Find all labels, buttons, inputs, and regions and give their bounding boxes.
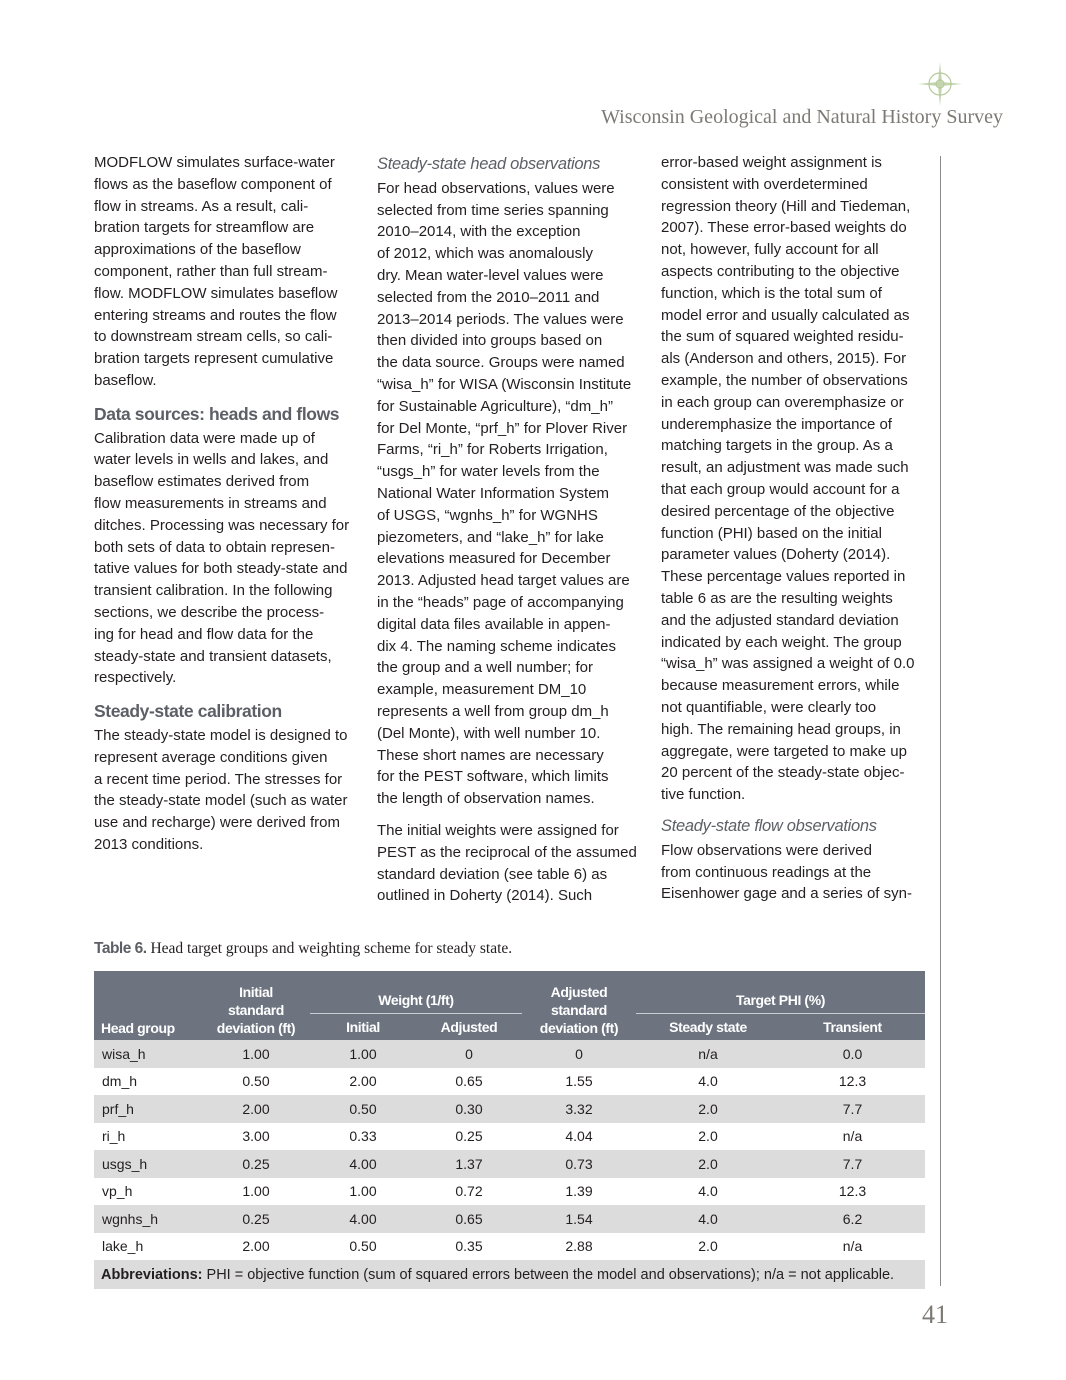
table-cell: 2.88 — [565, 1238, 593, 1255]
table-cell: prf_h — [94, 1095, 202, 1123]
paragraph: error-based weight assignment is consist… — [661, 154, 915, 804]
footnote-text: PHI = objective function (sum of squared… — [202, 1266, 895, 1283]
compass-logo-icon — [918, 62, 962, 106]
table-cell: ri_h — [102, 1128, 126, 1145]
table-cell: 0.30 — [416, 1095, 522, 1123]
table-cell: 0.0 — [780, 1040, 925, 1068]
col-weight-adjusted: Adjusted — [416, 1013, 522, 1040]
table-cell: 1.00 — [349, 1183, 377, 1200]
table-cell: n/a — [842, 1128, 863, 1145]
table-cell: 0.33 — [349, 1128, 377, 1145]
col-initial-sd: Initial standard deviation (ft) — [202, 971, 310, 1040]
table-caption-text: Head target groups and weighting scheme … — [146, 940, 513, 957]
table-cell: 2.0 — [636, 1095, 780, 1123]
head-target-table: Head group Initial standard deviation (f… — [94, 971, 925, 1289]
table-cell: 0.25 — [202, 1205, 310, 1233]
table-row: lake_h 2.00 0.50 0.35 2.88 2.0 n/a — [94, 1233, 925, 1261]
column-1: MODFLOW simulates surface-water flows as… — [94, 152, 362, 866]
table-cell: 0.72 — [455, 1183, 483, 1200]
col-weight: Weight (1/ft) — [310, 971, 522, 1014]
col-weight-initial: Initial — [310, 1013, 416, 1040]
table-cell: 12.3 — [838, 1183, 867, 1200]
page-number: 41 — [922, 1300, 948, 1329]
table-cell: 0.65 — [455, 1073, 483, 1090]
table-row: usgs_h 0.25 4.00 1.37 0.73 2.0 7.7 — [94, 1150, 925, 1178]
table-cell: dm_h — [102, 1073, 138, 1090]
table-cell: 2.0 — [698, 1128, 718, 1145]
table-cell: 4.0 — [636, 1205, 780, 1233]
paragraph: The initial weights were assigned for PE… — [377, 821, 637, 905]
table-cell: 1.00 — [202, 1040, 310, 1068]
table-cell: 0.50 — [242, 1073, 270, 1090]
column-2: Steady-state head observations For head … — [377, 154, 645, 917]
table-row: ri_h 3.00 0.33 0.25 4.04 2.0 n/a — [94, 1123, 925, 1151]
col-target-phi: Target PHI (%) — [636, 971, 925, 1014]
table-cell: 1.37 — [416, 1150, 522, 1178]
table-cell: vp_h — [102, 1183, 133, 1200]
column-3: error-based weight assignment is consist… — [661, 152, 929, 915]
table-cell: 0 — [416, 1040, 522, 1068]
table-row: wisa_h 1.00 1.00 0 0 n/a 0.0 — [94, 1040, 925, 1068]
publisher-header: Wisconsin Geological and Natural History… — [601, 106, 1003, 128]
paragraph: The steady-state model is designed to re… — [94, 726, 348, 853]
table-cell: 0.25 — [455, 1128, 483, 1145]
table-cell: 2.00 — [349, 1073, 377, 1090]
table-cell: n/a — [636, 1040, 780, 1068]
subsection-heading: Steady-state flow observations — [661, 816, 877, 835]
table-cell: 2.0 — [698, 1238, 718, 1255]
table-cell: n/a — [842, 1238, 863, 1255]
table-cell: 1.00 — [310, 1040, 416, 1068]
subsection-heading: Steady-state head observations — [377, 155, 601, 173]
table-cell: 7.7 — [780, 1095, 925, 1123]
table-cell: 4.0 — [698, 1183, 718, 1200]
table-cell: 0.50 — [349, 1238, 377, 1255]
table-cell: 3.00 — [242, 1128, 270, 1145]
table-cell: 0.73 — [522, 1150, 636, 1178]
table-cell: 1.00 — [242, 1183, 270, 1200]
footnote-label: Abbreviations: — [101, 1266, 203, 1283]
section-heading: Data sources: heads and flows — [94, 403, 340, 424]
col-transient: Transient — [780, 1013, 925, 1040]
col-head-group: Head group — [94, 971, 202, 1040]
table-caption: Table 6. Head target groups and weightin… — [94, 940, 512, 958]
table-cell: 0.65 — [416, 1205, 522, 1233]
table-cell: 0.35 — [455, 1238, 483, 1255]
margin-rule — [940, 156, 941, 1286]
paragraph: For head observations, values were selec… — [377, 179, 632, 808]
table-row: prf_h 2.00 0.50 0.30 3.32 2.0 7.7 — [94, 1095, 925, 1123]
table-cell: 2.0 — [636, 1150, 780, 1178]
table-row: dm_h 0.50 2.00 0.65 1.55 4.0 12.3 — [94, 1068, 925, 1096]
table-cell: 2.00 — [242, 1238, 270, 1255]
table-footnote: Abbreviations: PHI = objective function … — [94, 1260, 925, 1289]
paragraph: Flow observations were derived from cont… — [661, 841, 912, 903]
table-row: wgnhs_h 0.25 4.00 0.65 1.54 4.0 6.2 — [94, 1205, 925, 1233]
table-cell: 3.32 — [522, 1095, 636, 1123]
table-cell: 1.39 — [565, 1183, 593, 1200]
paragraph: MODFLOW simulates surface-water flows as… — [94, 154, 338, 389]
table-row: vp_h 1.00 1.00 0.72 1.39 4.0 12.3 — [94, 1178, 925, 1206]
table-cell: 7.7 — [780, 1150, 925, 1178]
table-cell: usgs_h — [94, 1150, 202, 1178]
table-cell: 6.2 — [780, 1205, 925, 1233]
table-label: Table 6. — [94, 940, 147, 957]
table-cell: 0.25 — [202, 1150, 310, 1178]
table-cell: 4.0 — [698, 1073, 718, 1090]
table-cell: 1.55 — [565, 1073, 593, 1090]
table-cell: 4.00 — [310, 1150, 416, 1178]
table-cell: 4.00 — [310, 1205, 416, 1233]
table-cell: 2.00 — [202, 1095, 310, 1123]
col-adjusted-sd: Adjusted standard deviation (ft) — [522, 971, 636, 1040]
table-cell: 12.3 — [838, 1073, 867, 1090]
section-heading: Steady-state calibration — [94, 701, 282, 722]
col-steady-state: Steady state — [636, 1013, 780, 1040]
table-cell: 1.54 — [522, 1205, 636, 1233]
table-cell: lake_h — [102, 1238, 144, 1255]
table-cell: wisa_h — [94, 1040, 202, 1068]
paragraph: Calibration data were made up of water l… — [94, 429, 350, 687]
table-cell: 4.04 — [565, 1128, 593, 1145]
table-cell: 0 — [522, 1040, 636, 1068]
table-cell: 0.50 — [310, 1095, 416, 1123]
table-cell: wgnhs_h — [94, 1205, 202, 1233]
table-body: wisa_h 1.00 1.00 0 0 n/a 0.0 dm_h 0.50 2.00 0.65 1.… — [94, 1040, 925, 1260]
